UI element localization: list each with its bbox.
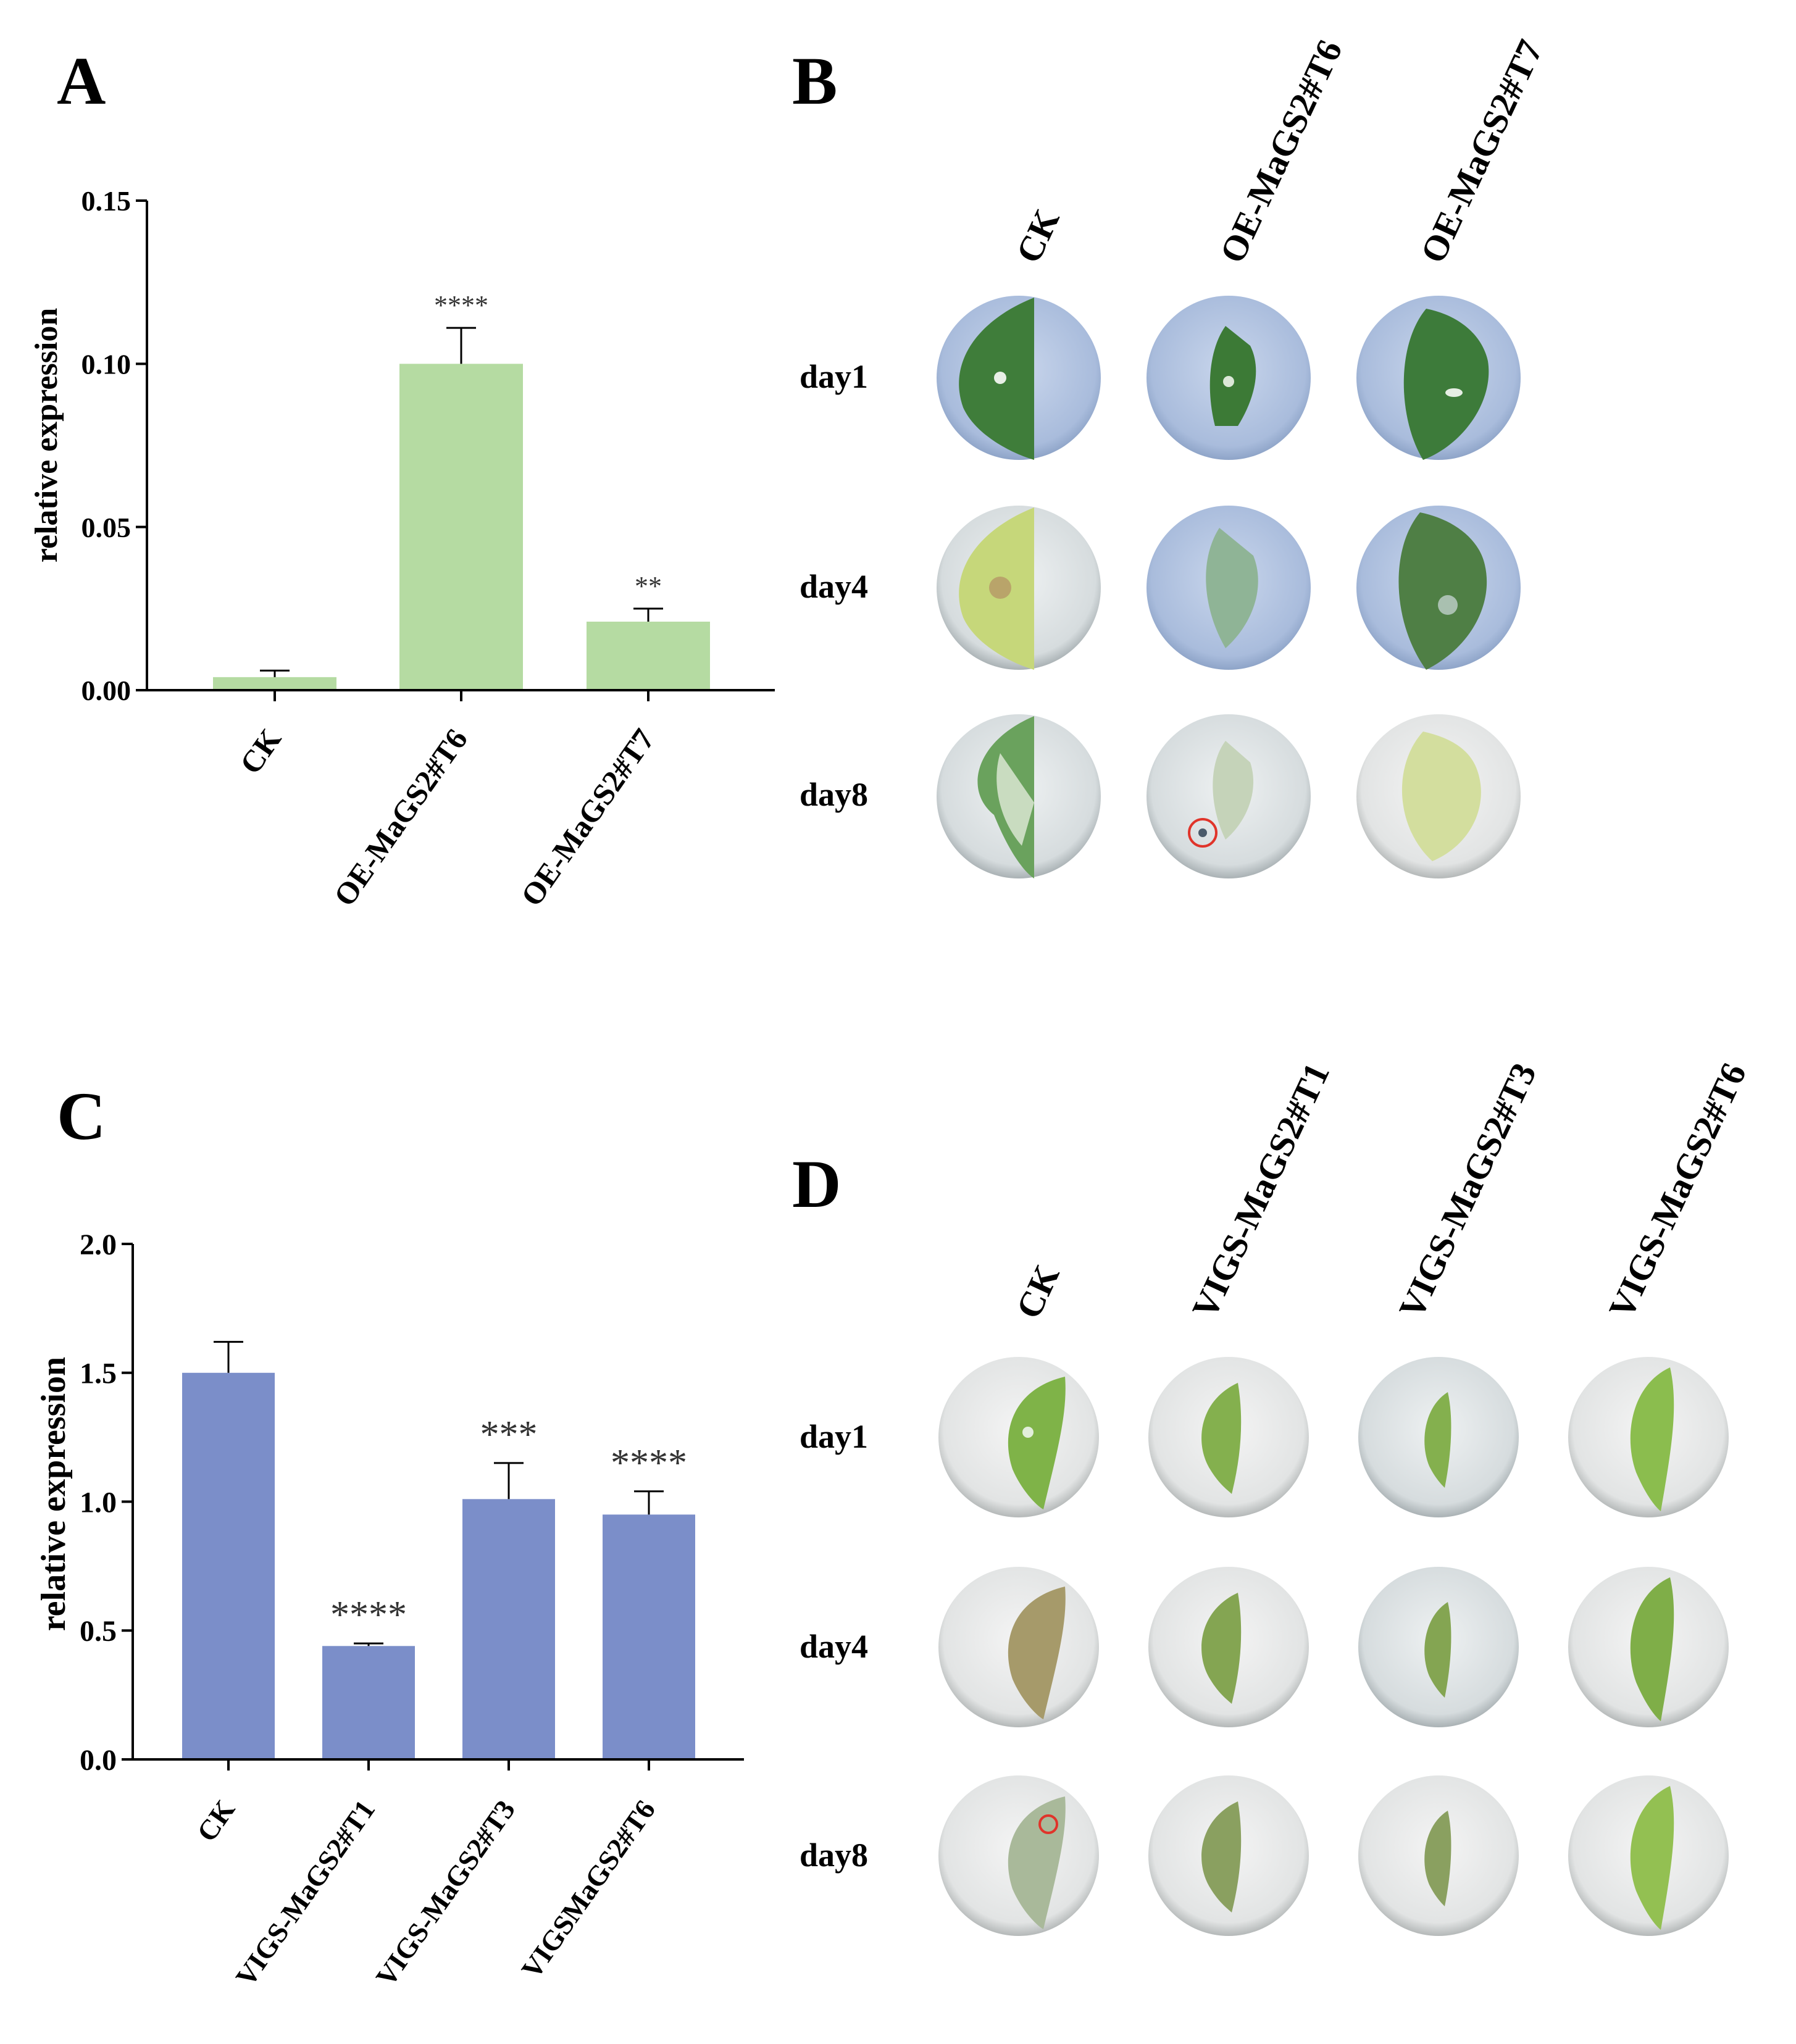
chart-c-bar-3 <box>603 1514 695 1759</box>
chart-a-bar-1 <box>399 364 523 690</box>
leaf-plate-d-ck-day4 <box>938 1567 1099 1727</box>
leaf-plate-d-t6-day1 <box>1568 1357 1729 1517</box>
panel-b-row-day8: day8 <box>800 776 868 813</box>
chart-a-ylabel: relative expression <box>29 308 64 563</box>
chart-c-ytick-label-0: 0.0 <box>80 1744 117 1777</box>
chart-c-bar-1 <box>322 1646 415 1759</box>
chart-c-ytick-label-1: 0.5 <box>80 1615 117 1648</box>
panel-d-col-ck: CK <box>1008 1259 1067 1324</box>
leaf-plate-d-ck-day1 <box>938 1357 1099 1517</box>
chart-a-category-label-1: OE-MaGS2#T6 <box>327 722 474 912</box>
chart-a-category-label-2: OE-MaGS2#T7 <box>514 722 661 912</box>
panel-d-plates <box>938 1357 1729 1936</box>
chart-a-bar-2 <box>587 621 710 690</box>
chart-c-bars: *********** <box>182 1341 695 1759</box>
chart-c-bar-2 <box>462 1499 555 1759</box>
leaf-plate-d-t1-day1 <box>1148 1357 1309 1517</box>
leaf-plate-b-t6-day4 <box>1147 506 1311 670</box>
leaf-plate-b-t6-day1 <box>1147 296 1311 460</box>
chart-a-bar-0 <box>213 677 336 690</box>
chart-a-ytick-label-3: 0.15 <box>81 185 132 217</box>
panel-b-row-day4: day4 <box>800 568 868 605</box>
chart-a-significance-1: **** <box>434 290 488 320</box>
chart-c-significance-3: **** <box>611 1442 687 1484</box>
chart-a-ytick-label-2: 0.10 <box>81 348 132 380</box>
leaf-plate-b-t7-day1 <box>1356 296 1521 460</box>
chart-a-ytick-label-0: 0.00 <box>81 675 132 706</box>
panel-d-row-day8: day8 <box>800 1837 868 1874</box>
chart-a-significance-2: ** <box>635 571 662 601</box>
chart-c-category-label-2: VIGS-MaGS2#T3 <box>370 1794 522 1992</box>
chart-c-ylabel: relative expression <box>35 1357 73 1631</box>
chart-c-category-label-1: VIGS-MaGS2#T1 <box>230 1794 382 1992</box>
panel-d-col-t1: VIGS-MaGS2#T1 <box>1184 1057 1337 1324</box>
panel-b-plates <box>937 296 1521 878</box>
chart-c-significance-1: **** <box>330 1594 407 1636</box>
chart-c-category-label-0: CK <box>191 1794 241 1847</box>
panel-label-a: A <box>57 43 106 119</box>
leaf-plate-b-ck-day8 <box>937 714 1101 878</box>
panel-b-col-t6: OE-MaGS2#T6 <box>1212 34 1350 269</box>
chart-c-bar-0 <box>182 1372 275 1759</box>
leaf-plate-d-t1-day4 <box>1148 1567 1309 1727</box>
chart-c-significance-2: *** <box>480 1414 538 1456</box>
chart-c-category-label-3: VIGSMaGS2#T6 <box>515 1794 661 1984</box>
leaf-plate-d-t3-day1 <box>1358 1357 1519 1517</box>
chart-c: *********** 0.00.51.01.52.0CKVIGS-MaGS2#… <box>35 1228 744 1992</box>
panel-d-row-day4: day4 <box>800 1628 868 1665</box>
leaf-plate-d-ck-day8 <box>938 1775 1099 1936</box>
panel-b-col-t7: OE-MaGS2#T7 <box>1413 34 1551 269</box>
leaf-plate-b-t6-day8 <box>1147 714 1311 878</box>
panel-label-c: C <box>57 1078 106 1154</box>
panel-d-col-t3: VIGS-MaGS2#T3 <box>1391 1057 1544 1324</box>
leaf-plate-b-t7-day8 <box>1356 714 1521 878</box>
leaf-plate-b-t7-day4 <box>1356 506 1521 670</box>
chart-c-ytick-label-2: 1.0 <box>80 1486 117 1519</box>
panel-d-col-t6: VIGS-MaGS2#T6 <box>1601 1057 1754 1324</box>
leaf-plate-d-t6-day4 <box>1568 1567 1729 1727</box>
panel-label-d: D <box>792 1146 841 1222</box>
panel-label-b: B <box>792 43 837 119</box>
leaf-plate-d-t3-day8 <box>1358 1775 1519 1936</box>
chart-c-ytick-label-3: 1.5 <box>80 1358 117 1390</box>
leaf-plate-b-ck-day4 <box>937 506 1101 670</box>
panel-b-col-ck: CK <box>1008 203 1067 269</box>
panel-b-row-day1: day1 <box>800 358 868 395</box>
leaf-plate-b-ck-day1 <box>937 296 1101 460</box>
leaf-plate-d-t1-day8 <box>1148 1775 1309 1936</box>
chart-c-ytick-label-4: 2.0 <box>80 1228 117 1261</box>
panel-d-row-day1: day1 <box>800 1418 868 1455</box>
leaf-plate-d-t3-day4 <box>1358 1567 1519 1727</box>
chart-a-bars: ****** <box>213 290 710 690</box>
chart-a-category-label-0: CK <box>233 722 288 780</box>
chart-a-ytick-label-1: 0.05 <box>81 512 132 543</box>
leaf-plate-d-t6-day8 <box>1568 1775 1729 1936</box>
